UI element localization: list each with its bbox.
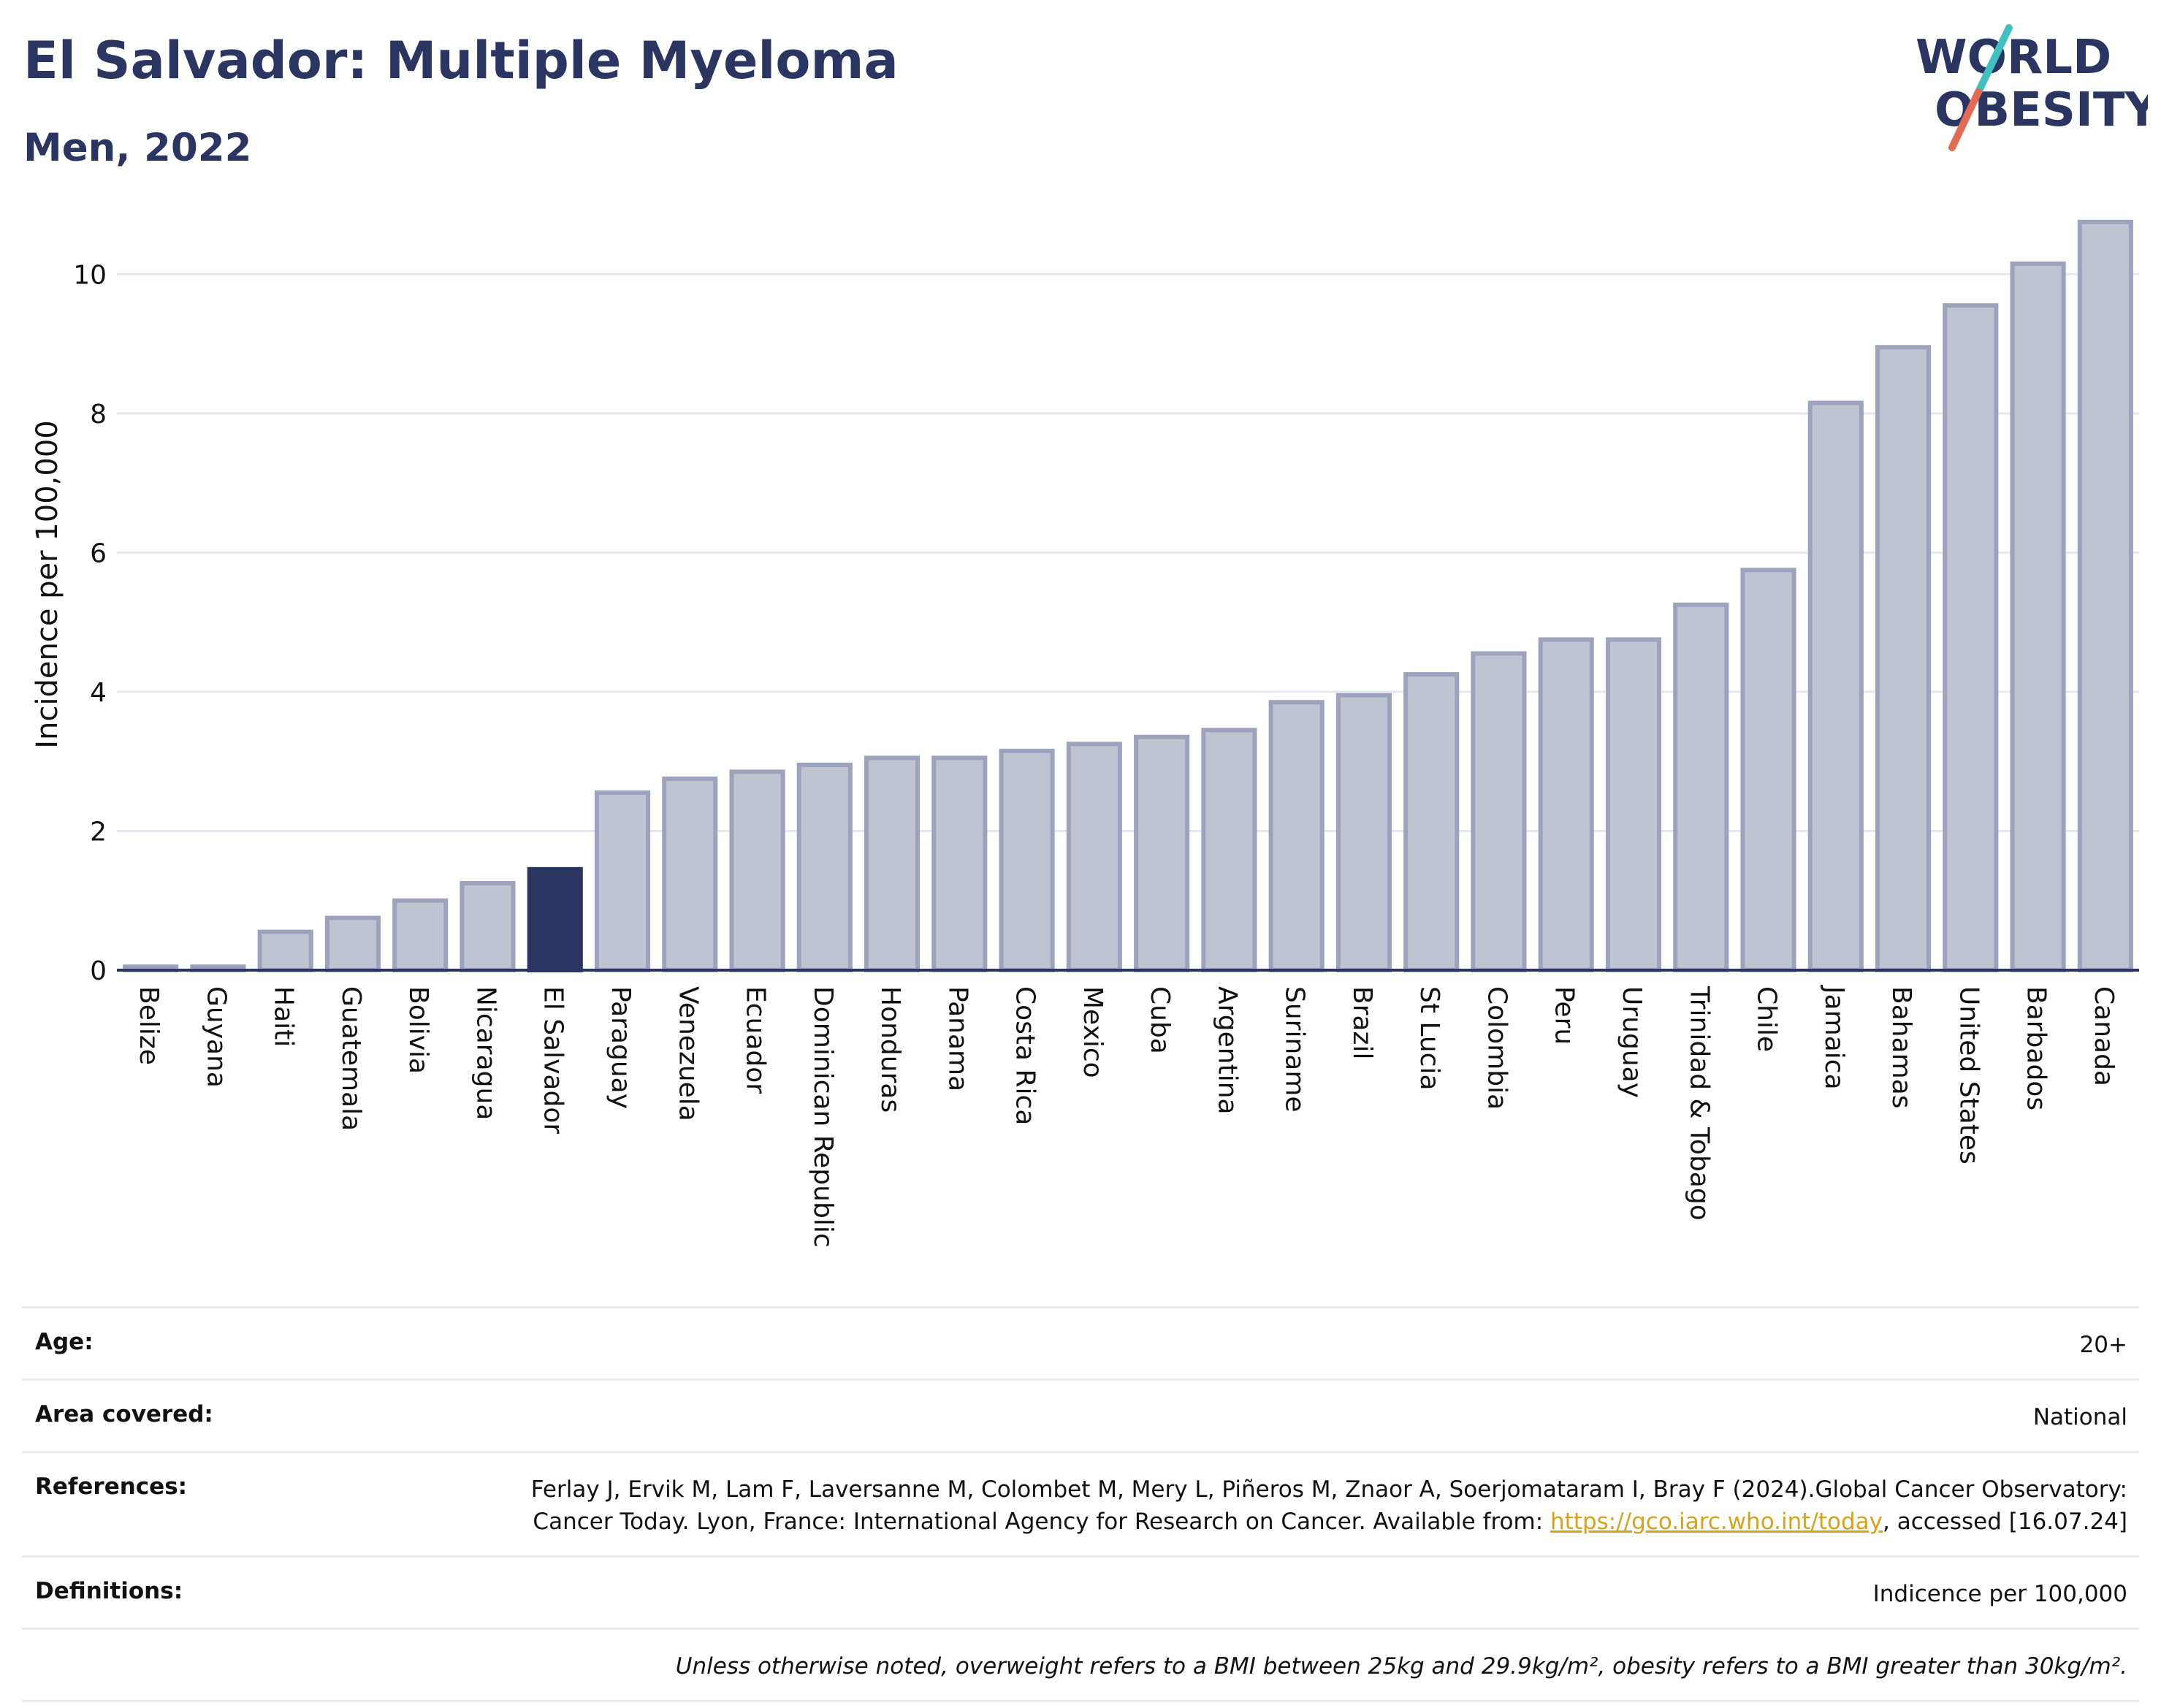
y-tick-label: 4 [90,678,107,708]
x-axis: Belize Guyana Haiti Guatemala Bolivia Nicarag… [117,969,2139,1248]
world-obesity-logo: WORLD OBESITY [1916,24,2148,151]
bar-guatemala [324,915,381,972]
bar-united-states [1943,303,1999,972]
x-tick-label: Uruguay [1617,986,1647,1098]
bar-el-salvador [527,866,583,972]
meta-row-note: Unless otherwise noted, overweight refer… [22,1630,2139,1702]
meta-row-definitions: Definitions: Indicence per 100,000 [22,1558,2139,1630]
area-value: National [2032,1404,2127,1430]
x-tick-label: Guyana [201,986,231,1088]
y-tick-label: 2 [90,817,107,847]
bar-cuba [1134,734,1190,972]
definitions-value: Indicence per 100,000 [1872,1581,2127,1607]
meta-row-area: Area covered: National [22,1381,2139,1453]
x-tick-label: Cuba [1145,986,1175,1054]
bar-honduras [864,755,921,973]
y-axis: 0 2 4 6 8 10 [73,260,107,986]
x-tick-label: Bolivia [403,986,433,1074]
x-tick-label: Guatemala [336,986,366,1131]
bar-colombia [1471,651,1527,972]
metadata-table: Age: 20+ Area covered: National Referenc… [22,1306,2139,1702]
x-tick-label: St Lucia [1414,986,1444,1091]
bar-panama [931,755,988,973]
references-value: Ferlay J, Ervik M, Lam F, Laversanne M, … [520,1473,2127,1538]
x-tick-label: Suriname [1280,986,1310,1113]
x-tick-label: Canada [2089,986,2119,1086]
page-subtitle: Men, 2022 [23,126,252,170]
bar-paraguay [594,790,651,973]
bar-suriname [1268,700,1325,972]
x-tick-label: Paraguay [606,986,636,1109]
bar-brazil [1335,693,1392,972]
bar-jamaica [1807,400,1864,972]
meta-row-references: References: Ferlay J, Ervik M, Lam F, La… [22,1453,2139,1558]
x-tick-label: Haiti [269,986,299,1047]
x-tick-label: El Salvador [538,986,568,1134]
y-tick-label: 0 [90,956,107,986]
references-label: References: [35,1473,188,1500]
bar-chart: 0 2 4 6 8 10 Belize Guyana Haiti Guatemala Bolivi… [31,219,2139,1248]
x-tick-label: Colombia [1482,986,1512,1110]
bar-mexico [1066,741,1122,972]
x-tick-label: Venezuela [673,986,703,1121]
logo-slash-bottom [1948,88,1982,151]
x-tick-label: Costa Rica [1010,986,1040,1125]
x-tick-label: Brazil [1347,986,1377,1059]
bar-venezuela [662,777,718,972]
x-tick-label: Bahamas [1886,986,1916,1109]
bar-bahamas [1875,345,1932,972]
bar-ecuador [729,769,785,973]
age-label: Age: [35,1329,94,1355]
bar-peru [1538,637,1594,972]
x-tick-label: Mexico [1078,986,1108,1078]
bar-costa-rica [999,748,1055,972]
references-text-2: , accessed [16.07.24] [1882,1509,2127,1535]
bar-trinidad-tobago [1673,602,1729,972]
bar-bolivia [392,898,449,973]
x-tick-label: United States [1954,986,1983,1164]
bar-canada [2077,219,2133,972]
y-axis-label: Incidence per 100,000 [31,420,64,749]
age-value: 20+ [2079,1332,2127,1358]
x-tick-label: Peru [1550,986,1579,1045]
bmi-note: Unless otherwise noted, overweight refer… [675,1653,2127,1680]
bar-nicaragua [460,880,516,972]
x-tick-label: Ecuador [741,986,771,1094]
x-tick-label: Trinidad & Tobago [1684,985,1714,1221]
x-tick-label: Panama [942,986,972,1091]
bar-uruguay [1605,637,1662,972]
x-tick-label: Nicaragua [470,986,500,1120]
y-tick-label: 10 [73,260,107,290]
bar-argentina [1201,728,1257,972]
chart-bars [123,219,2133,973]
x-tick-label: Argentina [1212,986,1242,1115]
definitions-label: Definitions: [35,1578,183,1604]
y-tick-label: 6 [90,538,107,568]
references-link[interactable]: https://gco.iarc.who.int/today [1550,1509,1883,1535]
bar-st-lucia [1403,672,1460,972]
x-tick-label: Dominican Republic [808,986,838,1248]
references-text-1: Ferlay J, Ervik M, Lam F, Laversanne M, … [530,1476,2127,1535]
area-label: Area covered: [35,1401,213,1427]
x-tick-label: Belize [134,986,164,1065]
y-tick-label: 8 [90,400,107,430]
bar-chile [1740,568,1796,972]
logo-slash-top [1975,24,2013,96]
page-title: El Salvador: Multiple Myeloma [23,31,899,91]
meta-row-age: Age: 20+ [22,1308,2139,1381]
x-tick-label: Jamaica [1819,985,1849,1090]
bar-barbados [2010,261,2066,972]
x-tick-label: Barbados [2021,986,2051,1110]
x-tick-label: Honduras [875,986,905,1113]
logo-line1: WORLD [1916,31,2111,85]
bar-haiti [257,929,313,972]
x-tick-label: Chile [1752,986,1782,1052]
bar-dominican-republic [796,762,853,972]
